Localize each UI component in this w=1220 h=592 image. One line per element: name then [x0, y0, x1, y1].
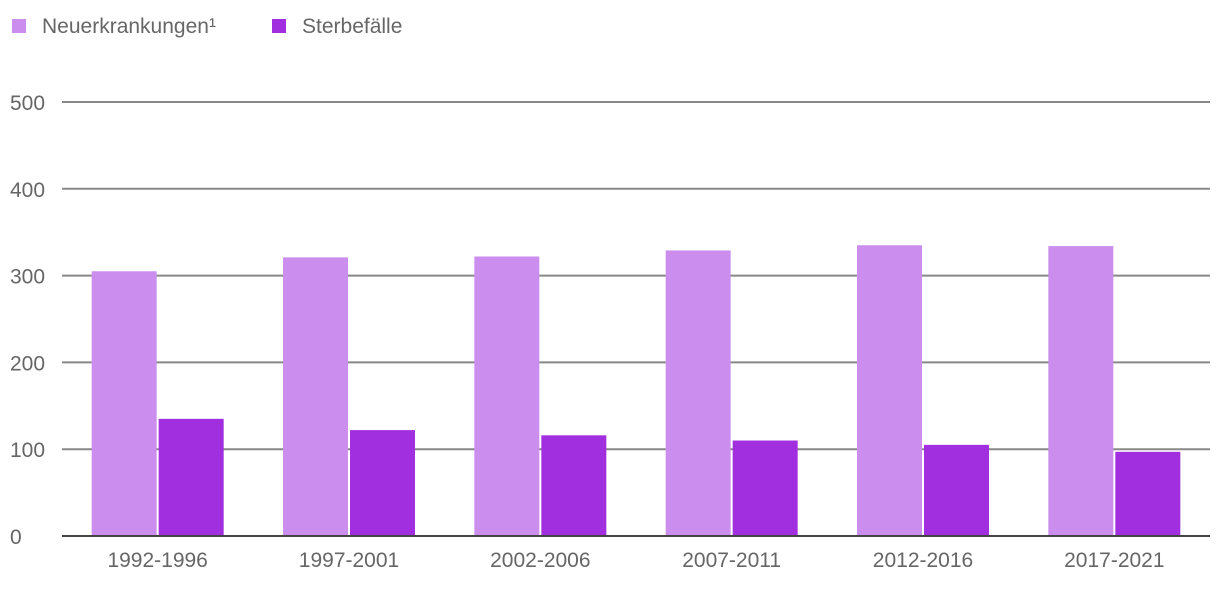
bar-sterbefaelle-2017-2021	[1115, 451, 1181, 536]
bar-neuerkrankungen-1997-2001	[283, 257, 348, 536]
bars	[91, 245, 1181, 537]
x-tick-1997-2001: 1997-2001	[299, 549, 399, 572]
y-tick-300: 300	[10, 266, 45, 289]
bar-sterbefaelle-1997-2001	[350, 430, 415, 536]
x-axis-ticks: 1992-1996 1997-2001 2002-2006 2007-2011 2012…	[107, 549, 1164, 572]
legend-label-2: Sterbefälle	[302, 15, 402, 38]
y-tick-100: 100	[10, 439, 45, 462]
y-axis-ticks: 0 100 200 300 400 500	[10, 92, 45, 549]
bar-neuerkrankungen-2002-2006	[474, 256, 540, 536]
bar-neuerkrankungen-2012-2016	[857, 245, 922, 536]
bar-neuerkrankungen-2007-2011	[665, 250, 731, 537]
bar-neuerkrankungen-2017-2021	[1048, 246, 1114, 536]
bar-sterbefaelle-1992-1996	[158, 418, 224, 536]
legend: Neuerkrankungen¹ Sterbefälle	[12, 15, 402, 38]
y-tick-200: 200	[10, 352, 45, 375]
y-tick-400: 400	[10, 179, 45, 202]
x-tick-2007-2011: 2007-2011	[682, 549, 781, 572]
x-tick-1992-1996: 1992-1996	[107, 549, 207, 572]
bar-sterbefaelle-2007-2011	[732, 440, 798, 536]
x-tick-2017-2021: 2017-2021	[1064, 549, 1164, 572]
legend-swatch-2	[272, 19, 286, 33]
legend-label-1: Neuerkrankungen¹	[42, 15, 216, 38]
bar-neuerkrankungen-1992-1996	[91, 271, 157, 536]
bar-sterbefaelle-2002-2006	[541, 435, 607, 536]
x-tick-2002-2006: 2002-2006	[490, 549, 590, 572]
y-tick-500: 500	[10, 92, 45, 115]
y-tick-0: 0	[10, 526, 22, 549]
bar-sterbefaelle-2012-2016	[924, 444, 989, 536]
legend-swatch-1	[12, 19, 26, 33]
x-tick-2012-2016: 2012-2016	[873, 549, 973, 572]
gridlines	[62, 101, 1210, 451]
